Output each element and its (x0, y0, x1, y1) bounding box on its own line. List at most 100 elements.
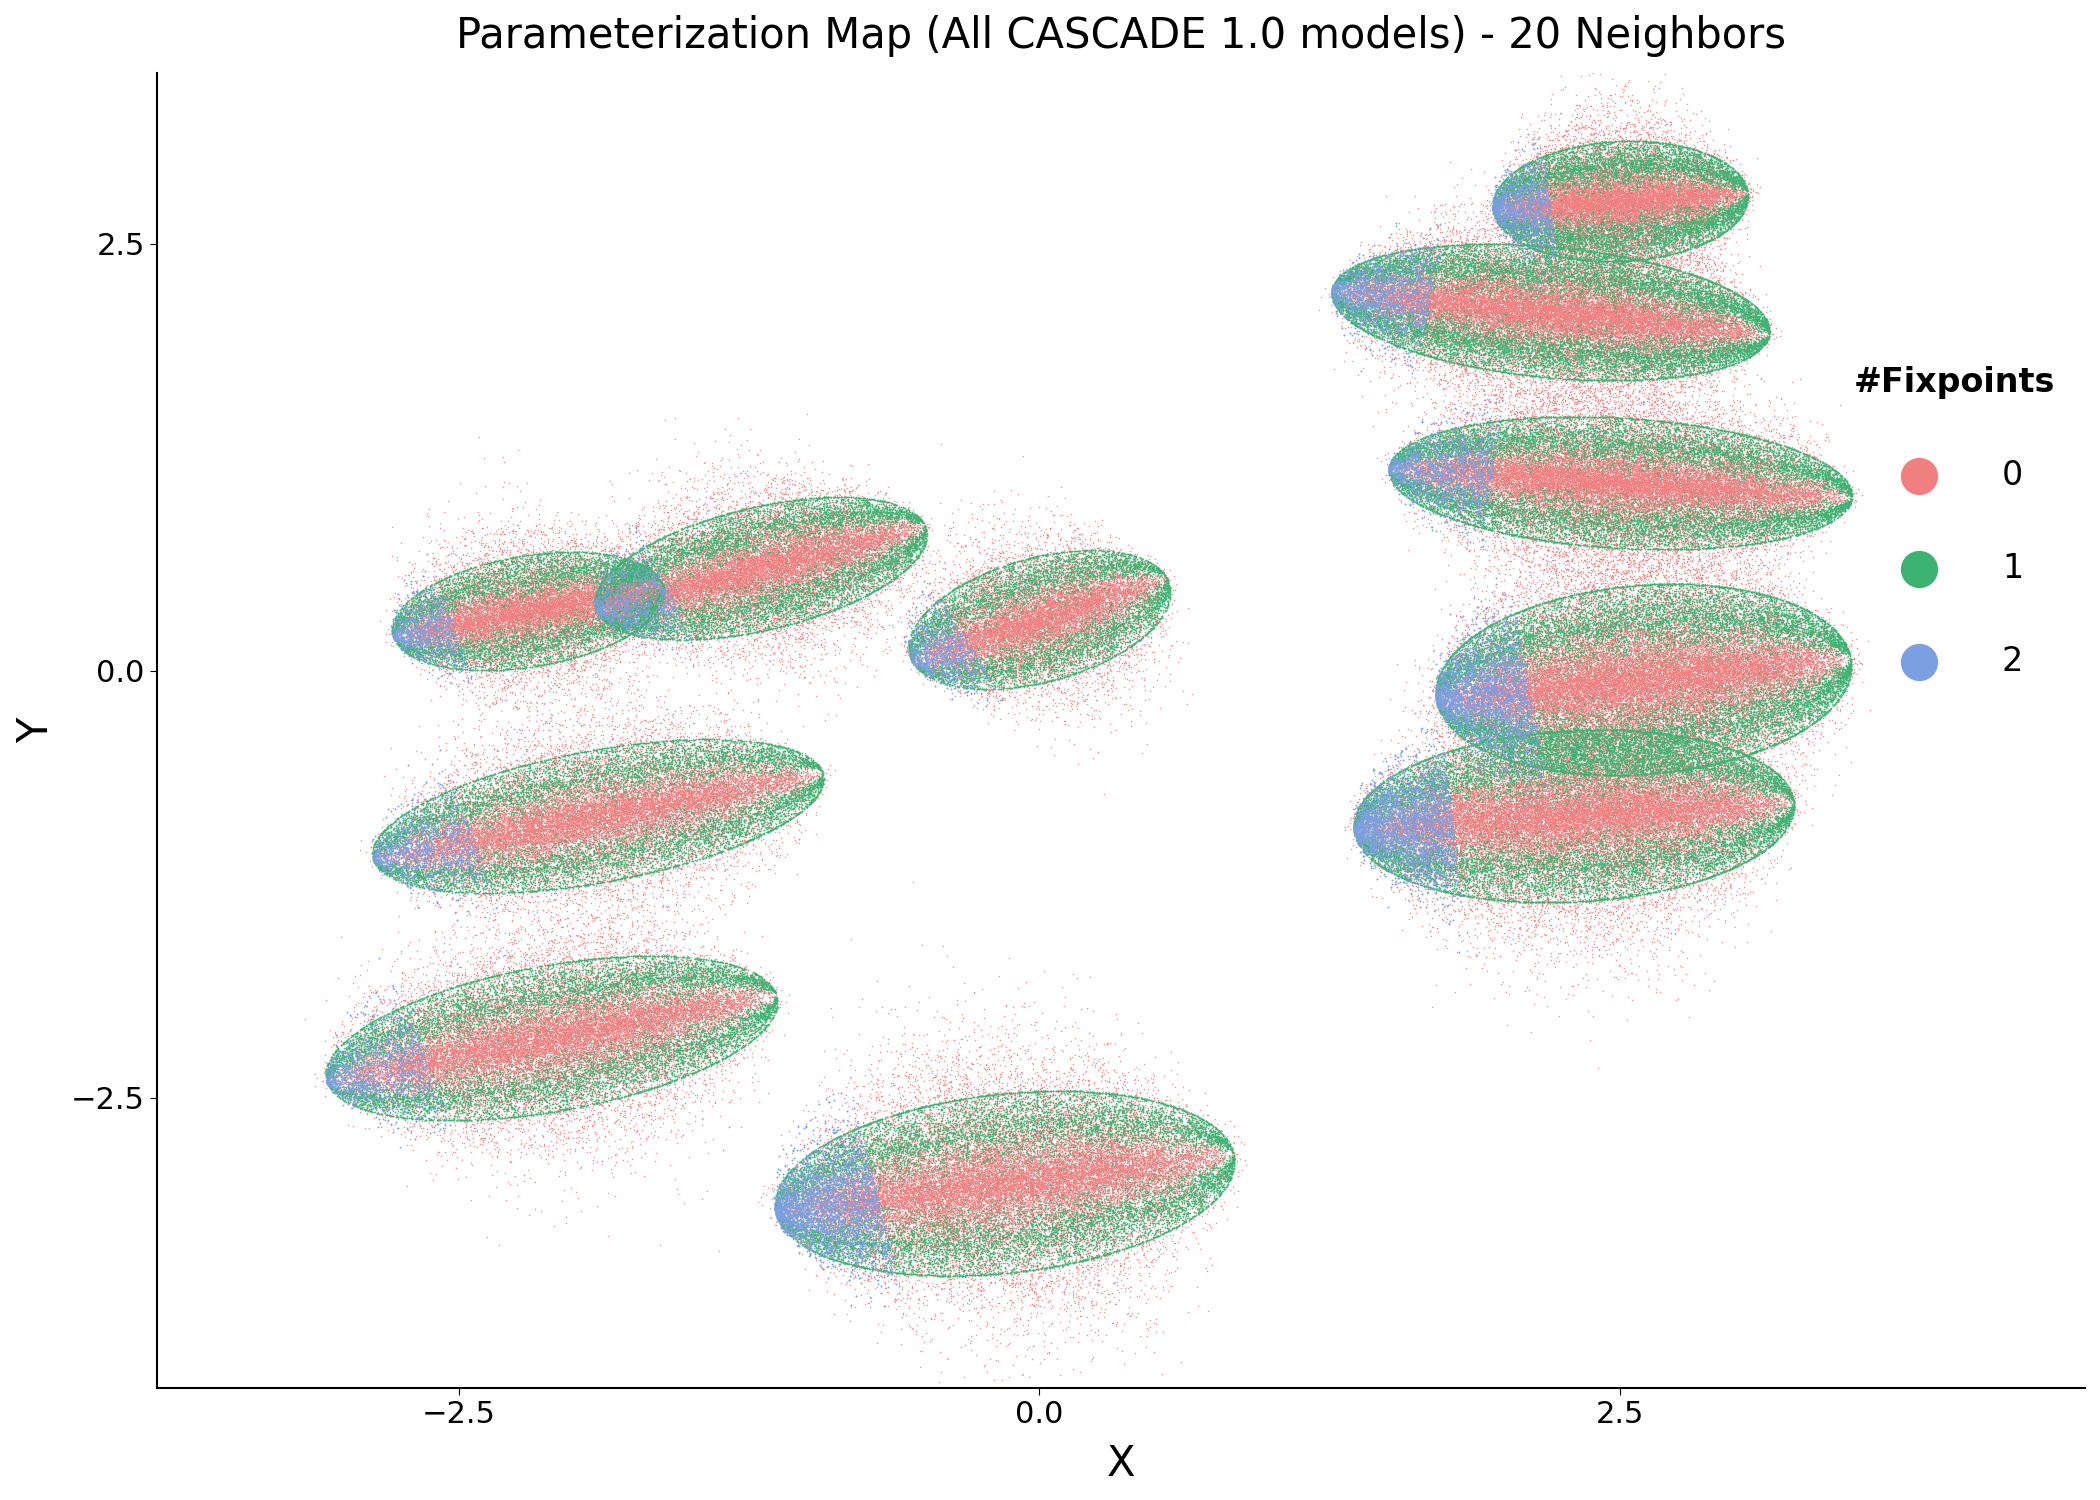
Point (458, 620, 491, 644)
Point (825, 546, 859, 570)
Point (609, 1013, 643, 1036)
Point (1525, 606, 1558, 630)
Point (1537, 840, 1571, 864)
Point (1535, 802, 1569, 826)
Point (800, 538, 834, 562)
Point (1768, 682, 1802, 706)
Point (1483, 338, 1516, 362)
Point (1182, 1186, 1216, 1210)
Point (1027, 1188, 1061, 1212)
Point (1405, 882, 1439, 906)
Point (571, 1011, 605, 1035)
Point (945, 585, 979, 609)
Point (1487, 726, 1520, 750)
Point (603, 1042, 636, 1066)
Point (1674, 182, 1707, 206)
Point (1474, 825, 1508, 849)
Point (636, 576, 670, 600)
Point (998, 616, 1031, 640)
Point (672, 958, 706, 982)
Point (1722, 628, 1756, 652)
Point (1697, 207, 1730, 231)
Point (821, 501, 855, 525)
Point (1546, 699, 1579, 723)
Point (1533, 237, 1567, 261)
Point (1422, 441, 1455, 465)
Point (1705, 798, 1739, 822)
Point (1814, 633, 1848, 657)
Point (1766, 489, 1800, 513)
Point (1686, 696, 1720, 720)
Point (309, 1042, 342, 1066)
Point (1825, 688, 1859, 712)
Point (1670, 723, 1703, 747)
Point (1000, 622, 1033, 646)
Point (878, 555, 911, 579)
Point (556, 1047, 590, 1071)
Point (594, 1158, 628, 1182)
Point (859, 516, 892, 540)
Point (886, 1083, 920, 1107)
Point (1060, 1203, 1094, 1227)
Point (1002, 1112, 1035, 1136)
Point (559, 795, 592, 819)
Point (460, 626, 493, 650)
Point (634, 821, 668, 844)
Point (1552, 176, 1586, 200)
Point (1596, 632, 1630, 656)
Point (735, 561, 769, 585)
Point (1598, 742, 1632, 766)
Point (1777, 796, 1810, 820)
Point (1401, 800, 1434, 824)
Point (386, 1106, 420, 1130)
Point (1094, 1238, 1128, 1262)
Point (1161, 1167, 1195, 1191)
Point (918, 1208, 951, 1231)
Point (607, 1030, 640, 1054)
Point (1709, 783, 1743, 807)
Point (655, 1040, 689, 1064)
Point (1535, 440, 1569, 464)
Point (424, 894, 458, 918)
Point (1594, 296, 1628, 320)
Point (603, 784, 636, 808)
Point (716, 546, 750, 570)
Point (596, 612, 630, 636)
Point (638, 592, 672, 616)
Point (1581, 476, 1615, 500)
Point (1418, 302, 1451, 326)
Point (1621, 244, 1655, 268)
Point (1008, 561, 1042, 585)
Point (1497, 358, 1531, 382)
Point (1548, 507, 1581, 531)
Point (1663, 808, 1697, 832)
Point (617, 558, 651, 582)
Point (1426, 291, 1460, 315)
Point (1726, 783, 1760, 807)
Point (1319, 294, 1352, 318)
Point (1046, 602, 1079, 625)
Point (1086, 554, 1119, 578)
Point (315, 1077, 349, 1101)
Point (645, 969, 678, 993)
Point (491, 646, 525, 670)
Point (1550, 730, 1583, 754)
Point (512, 1016, 546, 1040)
Point (1558, 112, 1592, 136)
Point (832, 1239, 865, 1263)
Point (1493, 285, 1527, 309)
Point (897, 1200, 930, 1224)
Point (552, 756, 586, 780)
Point (1726, 454, 1760, 478)
Point (800, 518, 834, 542)
Point (1438, 843, 1472, 867)
Point (1588, 660, 1621, 684)
Point (1531, 433, 1564, 457)
Point (1670, 790, 1703, 814)
Point (1628, 488, 1661, 512)
Point (1033, 651, 1067, 675)
Point (1766, 784, 1800, 808)
Point (605, 1016, 638, 1040)
Point (1661, 464, 1695, 488)
Point (1655, 766, 1688, 790)
